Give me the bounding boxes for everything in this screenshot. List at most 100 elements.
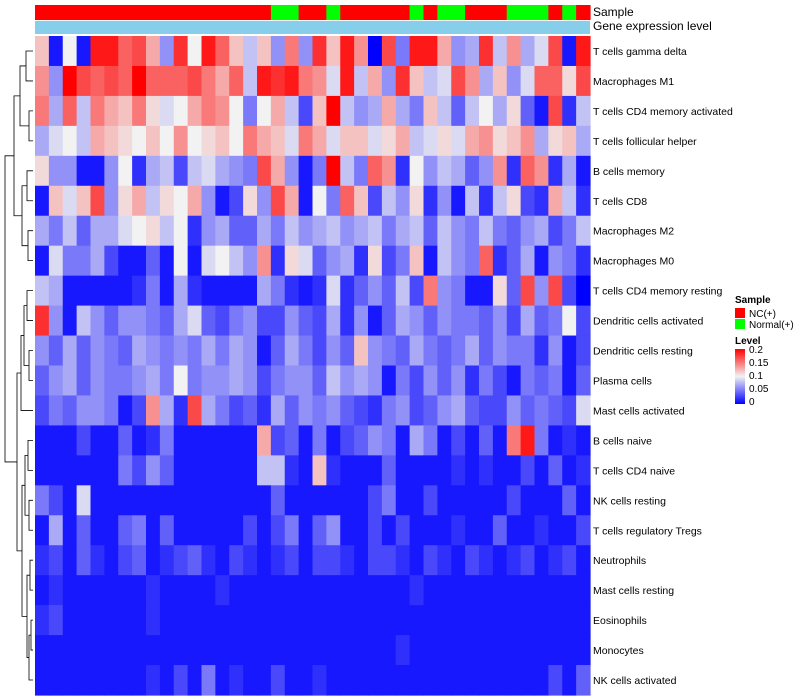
heatmap-cell: [35, 335, 50, 367]
sample-annotation-cell: [201, 5, 216, 20]
heatmap-cell: [146, 125, 161, 157]
heatmap-cell: [423, 245, 438, 277]
heatmap-cell: [201, 455, 216, 486]
heatmap-cell: [35, 36, 50, 67]
heatmap-cell: [132, 485, 147, 516]
heatmap-cell: [492, 665, 508, 696]
heatmap-cell: [48, 245, 64, 277]
heatmap-cell: [48, 575, 64, 606]
sample-annotation-cell: [451, 5, 466, 20]
heatmap-cell: [104, 185, 119, 217]
heatmap-cell: [576, 455, 591, 486]
heatmap-cell: [48, 215, 64, 247]
heatmap-cell: [409, 65, 425, 97]
heatmap-cell: [326, 65, 341, 97]
heatmap-cell: [479, 155, 494, 187]
heatmap-cell: [201, 305, 216, 337]
legend-sample-title: Sample: [735, 295, 771, 306]
sample-annotation-cell: [548, 5, 563, 20]
heatmap-cell: [243, 515, 258, 546]
heatmap-cell: [381, 95, 397, 127]
heatmap-cell: [257, 155, 272, 187]
heatmap-cell: [270, 335, 286, 367]
heatmap-cell: [132, 335, 147, 367]
heatmap-cell: [298, 215, 314, 247]
dendrogram-branch: [4, 155, 17, 463]
sample-annotation-cell: [187, 5, 203, 20]
heatmap-cell: [423, 95, 438, 127]
heatmap-cell: [492, 125, 508, 157]
heatmap-cell: [395, 575, 411, 606]
heatmap-cell: [562, 425, 577, 456]
heatmap-cell: [506, 635, 522, 666]
heatmap-cell: [201, 245, 216, 277]
heatmap-cell: [48, 455, 64, 486]
heatmap-cell: [576, 335, 591, 367]
heatmap-cell: [381, 245, 397, 277]
dendrogram-branch: [28, 499, 33, 531]
heatmap-cell: [215, 425, 230, 456]
sample-annotation-cell: [298, 5, 314, 20]
heatmap-cell: [215, 245, 230, 277]
heatmap-cell: [548, 425, 563, 456]
heatmap-cell: [562, 36, 577, 67]
heatmap-cell: [465, 335, 480, 367]
heatmap-cell: [159, 185, 175, 217]
heatmap-cell: [451, 36, 466, 67]
heatmap-cell: [506, 36, 522, 67]
heatmap-cell: [368, 305, 383, 337]
heatmap-cell: [520, 395, 536, 427]
heatmap-cell: [479, 455, 494, 486]
sample-annotation-cell: [35, 5, 50, 20]
heatmap-cell: [520, 305, 536, 337]
sample-annotation-cell: [118, 5, 133, 20]
heatmap-cell: [284, 155, 300, 187]
heatmap-cell: [62, 395, 78, 427]
heatmap-cell: [451, 65, 466, 97]
heatmap-cell: [548, 545, 563, 576]
heatmap-cell: [312, 185, 327, 217]
heatmap-cell: [243, 125, 258, 157]
heatmap-cell: [257, 36, 272, 67]
heatmap-cell: [381, 305, 397, 337]
heatmap-cell: [437, 605, 452, 636]
heatmap-cell: [243, 305, 258, 337]
heatmap-cell: [354, 515, 369, 546]
dendrogram-branch: [26, 574, 30, 658]
heatmap-cell: [506, 65, 522, 97]
heatmap-cell: [201, 575, 216, 606]
heatmap-cell: [76, 125, 92, 157]
heatmap-cell: [437, 305, 452, 337]
heatmap-cell: [187, 635, 203, 666]
heatmap-cell: [284, 65, 300, 97]
heatmap-cell: [298, 305, 314, 337]
heatmap-cell: [548, 215, 563, 247]
heatmap-cell: [35, 425, 50, 456]
heatmap-cell: [118, 95, 133, 127]
heatmap-cell: [576, 65, 591, 97]
heatmap-cell: [159, 545, 175, 576]
heatmap-cell: [354, 185, 369, 217]
heatmap-cell: [118, 215, 133, 247]
heatmap-cell: [146, 425, 161, 456]
heatmap-cell: [229, 155, 244, 187]
heatmap-cell: [298, 65, 314, 97]
heatmap-cell: [368, 485, 383, 516]
heatmap-cell: [465, 395, 480, 427]
heatmap-cell: [159, 485, 175, 516]
row-label: Macrophages M2: [593, 226, 674, 238]
heatmap-cell: [104, 365, 119, 397]
heatmap-cell: [146, 335, 161, 367]
heatmap-cell: [451, 305, 466, 337]
heatmap-cell: [76, 335, 92, 367]
sample-annotation-cell: [270, 5, 286, 20]
heatmap-cell: [312, 36, 327, 67]
sample-annotation-cell: [284, 5, 300, 20]
heatmap-cell: [104, 335, 119, 367]
heatmap-cell: [90, 36, 105, 67]
heatmap-cell: [76, 575, 92, 606]
heatmap-cell: [465, 155, 480, 187]
heatmap-cell: [48, 155, 64, 187]
heatmap-cell: [368, 155, 383, 187]
heatmap-cell: [118, 275, 133, 307]
